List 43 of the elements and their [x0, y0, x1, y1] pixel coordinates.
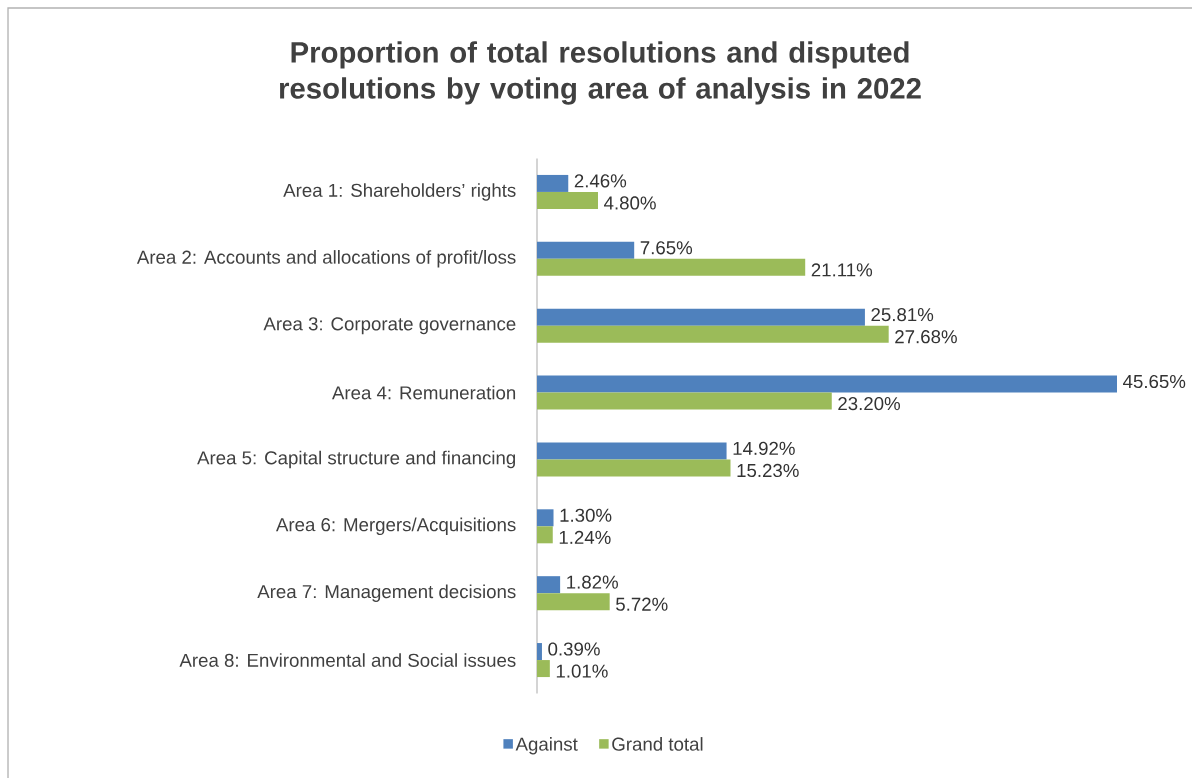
data-label: 0.39%	[548, 642, 600, 656]
legend-label: Grand total	[612, 737, 703, 751]
y-tick-label: Area 8: Environmental and Social issues	[179, 653, 516, 667]
bar	[537, 258, 806, 276]
y-tick-label: Area 7: Management decisions	[257, 584, 516, 602]
data-label: 25.81%	[871, 308, 934, 322]
bar	[537, 191, 598, 209]
data-label: 23.20%	[838, 396, 900, 411]
data-label: 45.65%	[1123, 374, 1186, 389]
y-tick-label: Area 3: Corporate governance	[263, 317, 516, 335]
data-label: 5.72%	[616, 597, 668, 611]
chart-title: Proportion of total resolutions and disputed resolutions by voting area of analysis in 2022	[279, 41, 921, 105]
bar	[537, 375, 1117, 393]
bar	[537, 392, 832, 410]
y-tick-label: Area 4: Remuneration	[331, 385, 516, 400]
bar	[537, 509, 554, 527]
data-label: 1.82%	[567, 575, 618, 589]
y-tick-label: Area 6: Mergers/Acquisitions	[275, 517, 516, 535]
data-label: 1.24%	[559, 530, 611, 544]
bar	[537, 643, 542, 661]
bar	[537, 442, 727, 460]
data-label: 21.11%	[811, 263, 873, 277]
y-tick-label: Area 1: Shareholders’ rights	[283, 183, 516, 201]
data-label: 2.46%	[574, 174, 627, 188]
data-label: 4.80%	[604, 196, 656, 210]
bar	[537, 576, 561, 594]
bar	[537, 241, 635, 259]
data-label: 27.68%	[895, 330, 957, 344]
legend-label: Against	[515, 737, 578, 755]
data-label: 14.92%	[733, 441, 795, 455]
y-tick-label: Area 5: Capital structure and financing	[197, 450, 516, 469]
data-label: 7.65%	[640, 241, 693, 255]
bar	[537, 325, 889, 343]
bar	[537, 308, 865, 326]
bar	[537, 593, 610, 611]
data-label: 1.30%	[560, 508, 612, 522]
bar	[537, 459, 731, 477]
bar	[537, 526, 553, 544]
bar	[537, 174, 569, 192]
y-tick-label: Area 2: Accounts and allocations of profit/loss	[136, 250, 516, 268]
data-label: 1.01%	[556, 664, 608, 678]
bar	[537, 660, 550, 678]
data-label: 15.23%	[737, 463, 799, 478]
